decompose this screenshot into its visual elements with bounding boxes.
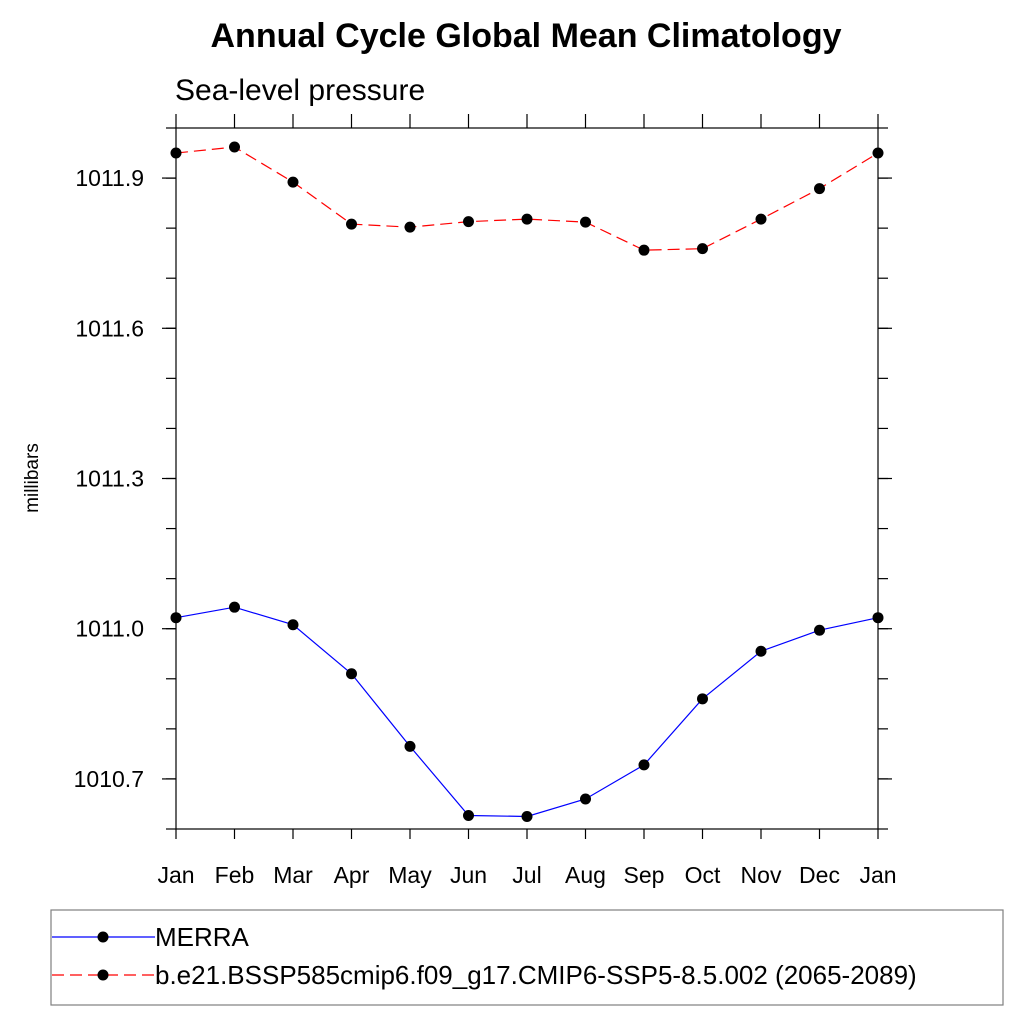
data-point — [170, 612, 182, 624]
data-point — [638, 759, 650, 771]
x-tick-label: Apr — [334, 862, 370, 888]
x-tick-label: Jul — [512, 862, 541, 888]
y-tick-label: 1011.9 — [75, 165, 144, 191]
data-point — [580, 216, 591, 228]
data-point — [287, 619, 299, 631]
data-point — [755, 213, 767, 225]
x-tick-label: Dec — [799, 862, 840, 888]
data-point — [346, 668, 357, 680]
x-tick-labels: Jan Feb Mar Apr May Jun Jul Aug Sep Oct Nov Dec Jan — [157, 862, 896, 888]
x-tick-label: Jan — [859, 862, 896, 888]
data-point — [580, 793, 591, 805]
y-tick-label: 1011.3 — [75, 466, 144, 492]
plot-frame — [175, 127, 879, 830]
y-tick-label: 1011.0 — [75, 616, 144, 642]
x-tick-label: Nov — [741, 862, 782, 888]
y-axis-label: millibars — [22, 443, 43, 513]
data-point — [814, 183, 825, 195]
series-layer — [170, 141, 884, 822]
x-tick-label: Sep — [624, 862, 665, 888]
x-tick-label: Aug — [565, 862, 606, 888]
data-point — [404, 740, 416, 752]
chart-subtitle: Sea-level pressure — [175, 74, 425, 107]
data-point — [346, 218, 357, 230]
legend-label: MERRA — [155, 922, 250, 952]
data-point — [638, 244, 650, 256]
data-point — [463, 809, 474, 821]
data-point — [229, 141, 240, 153]
y-tick-labels: 1010.7 1011.0 1011.3 1011.6 1011.9 — [74, 165, 144, 792]
y-tick-label: 1011.6 — [75, 315, 144, 341]
series-0 — [170, 601, 884, 822]
legend-marker — [97, 969, 109, 981]
x-tick-label: Oct — [685, 862, 721, 888]
data-point — [755, 645, 767, 657]
data-point — [521, 213, 533, 225]
legend: MERRA b.e21.BSSP585cmip6.f09_g17.CMIP6-SS… — [52, 922, 917, 990]
data-point — [872, 147, 884, 159]
series-line — [175, 146, 879, 251]
legend-marker — [97, 931, 109, 943]
x-tick-label: Jan — [157, 862, 194, 888]
x-tick-label: Jun — [450, 862, 487, 888]
chart-title: Annual Cycle Global Mean Climatology — [211, 17, 842, 55]
legend-label: b.e21.BSSP585cmip6.f09_g17.CMIP6-SSP5-8.… — [155, 960, 917, 990]
axis-ticks — [162, 114, 892, 839]
data-point — [814, 624, 825, 636]
data-point — [872, 612, 884, 624]
data-point — [697, 243, 708, 255]
x-tick-label: May — [388, 862, 432, 888]
data-point — [287, 176, 299, 188]
y-tick-label: 1010.7 — [74, 766, 144, 792]
data-point — [521, 810, 533, 822]
series-1 — [170, 141, 884, 256]
legend-box — [50, 909, 1004, 1006]
data-point — [404, 221, 416, 233]
data-point — [170, 147, 182, 159]
data-point — [463, 216, 474, 228]
x-tick-label: Feb — [215, 862, 255, 888]
data-point — [229, 601, 240, 613]
series-line — [175, 606, 879, 818]
data-point — [697, 693, 708, 705]
x-tick-label: Mar — [273, 862, 313, 888]
